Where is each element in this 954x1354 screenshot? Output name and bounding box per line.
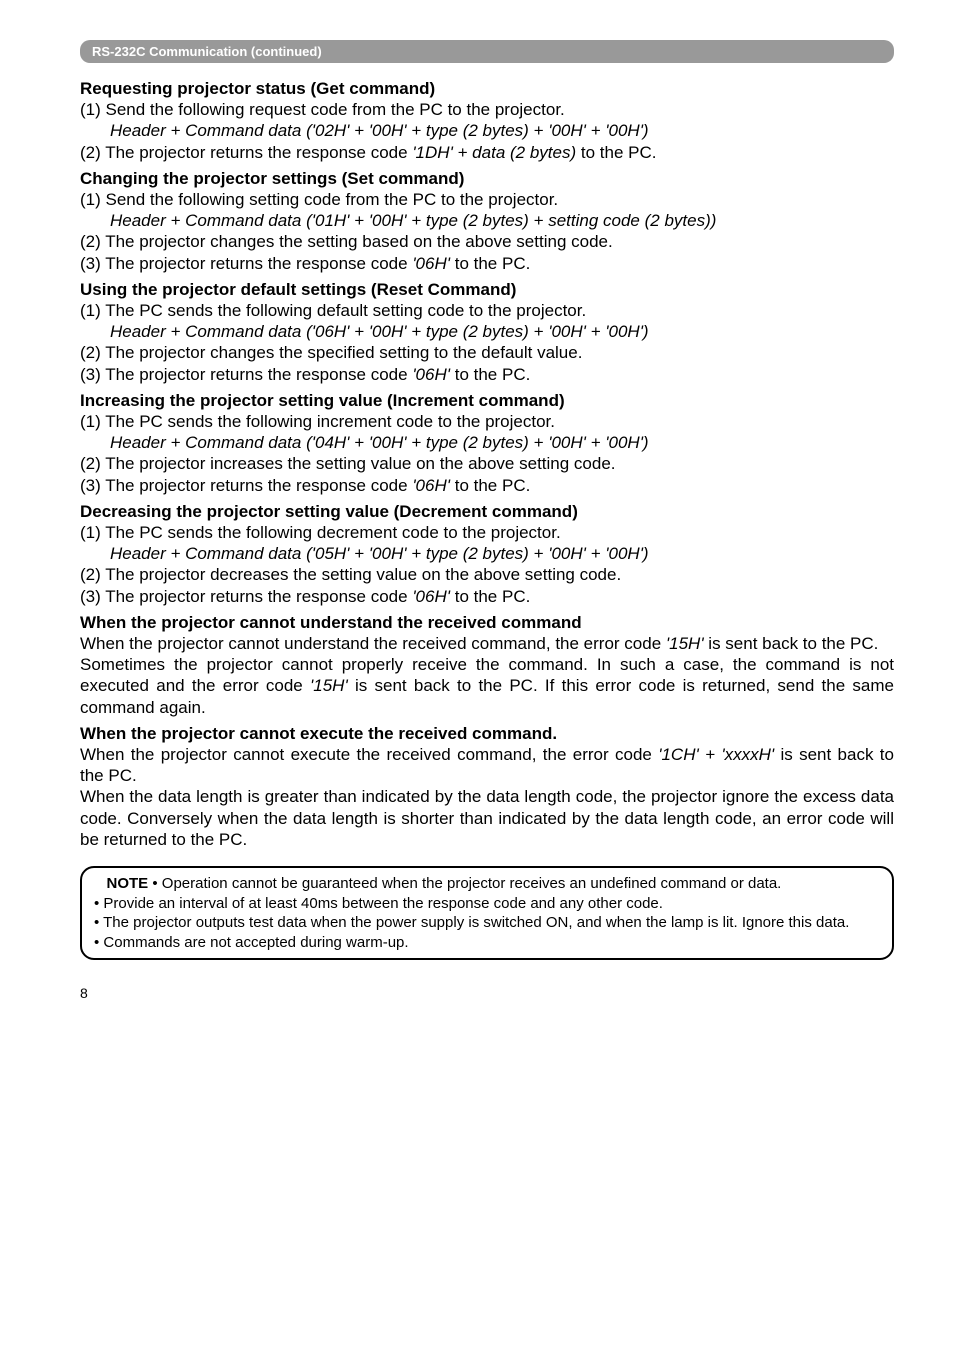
text-paragraph: Sometimes the projector cannot properly … [80, 654, 894, 718]
text-code-inline: '15H' [666, 634, 704, 653]
text-code-inline: '06H' [412, 476, 450, 495]
text-span: (2) The projector returns the response c… [80, 143, 412, 162]
heading-set: Changing the projector settings (Set com… [80, 169, 894, 189]
text-code-inline: '15H' [310, 676, 348, 695]
text-span: When the projector cannot execute the re… [80, 745, 658, 764]
text-paragraph: When the projector cannot execute the re… [80, 744, 894, 787]
text-span: (3) The projector returns the response c… [80, 365, 412, 384]
text-span: When the projector cannot understand the… [80, 634, 666, 653]
text-line: (2) The projector decreases the setting … [80, 564, 894, 585]
section-cannot-understand: When the projector cannot understand the… [80, 613, 894, 718]
text-code-inline: '1CH' + 'xxxxH' [658, 745, 774, 764]
heading-increment: Increasing the projector setting value (… [80, 391, 894, 411]
text-line: (3) The projector returns the response c… [80, 475, 894, 496]
text-line: (1) The PC sends the following decrement… [80, 522, 894, 543]
note-label: NOTE [107, 875, 149, 892]
text-line: (3) The projector returns the response c… [80, 364, 894, 385]
text-span: (3) The projector returns the response c… [80, 587, 412, 606]
heading-get: Requesting projector status (Get command… [80, 79, 894, 99]
note-box: NOTE • Operation cannot be guaranteed wh… [80, 866, 894, 960]
heading-reset: Using the projector default settings (Re… [80, 280, 894, 300]
text-line: (2) The projector increases the setting … [80, 453, 894, 474]
section-header: RS-232C Communication (continued) [80, 40, 894, 63]
text-line: (2) The projector changes the specified … [80, 342, 894, 363]
text-span: is sent back to the PC. [704, 634, 879, 653]
text-code: Header + Command data ('04H' + '00H' + t… [80, 432, 894, 453]
text-span: to the PC. [450, 587, 530, 606]
text-span: to the PC. [576, 143, 656, 162]
text-code-inline: '06H' [412, 254, 450, 273]
text-code: Header + Command data ('05H' + '00H' + t… [80, 543, 894, 564]
document-page: RS-232C Communication (continued) Reques… [0, 0, 954, 1031]
text-code: Header + Command data ('02H' + '00H' + t… [80, 120, 894, 141]
section-reset-command: Using the projector default settings (Re… [80, 280, 894, 385]
text-line: (3) The projector returns the response c… [80, 253, 894, 274]
text-span: (3) The projector returns the response c… [80, 254, 412, 273]
text-span: (3) The projector returns the response c… [80, 476, 412, 495]
text-paragraph: When the projector cannot understand the… [80, 633, 894, 654]
text-span: to the PC. [450, 254, 530, 273]
text-code-inline: '06H' [412, 365, 450, 384]
note-line: • Provide an interval of at least 40ms b… [94, 895, 663, 912]
text-code-inline: '1DH' + data (2 bytes) [412, 143, 576, 162]
text-line: (3) The projector returns the response c… [80, 586, 894, 607]
section-decrement-command: Decreasing the projector setting value (… [80, 502, 894, 607]
section-set-command: Changing the projector settings (Set com… [80, 169, 894, 274]
text-code-inline: '06H' [412, 587, 450, 606]
text-code: Header + Command data ('06H' + '00H' + t… [80, 321, 894, 342]
section-get-command: Requesting projector status (Get command… [80, 79, 894, 163]
text-line: (1) The PC sends the following increment… [80, 411, 894, 432]
page-number: 8 [80, 985, 894, 1001]
text-span: to the PC. [450, 476, 530, 495]
text-span: to the PC. [450, 365, 530, 384]
text-line: (2) The projector returns the response c… [80, 142, 894, 163]
text-line: (1) The PC sends the following default s… [80, 300, 894, 321]
section-increment-command: Increasing the projector setting value (… [80, 391, 894, 496]
text-paragraph: When the data length is greater than ind… [80, 786, 894, 850]
text-line: (1) Send the following request code from… [80, 99, 894, 120]
section-cannot-execute: When the projector cannot execute the re… [80, 724, 894, 850]
note-line: NOTE • Operation cannot be guaranteed wh… [94, 875, 781, 892]
text-code: Header + Command data ('01H' + '00H' + t… [80, 210, 894, 231]
heading-decrement: Decreasing the projector setting value (… [80, 502, 894, 522]
note-line: • The projector outputs test data when t… [94, 914, 849, 931]
note-text: • Operation cannot be guaranteed when th… [148, 875, 781, 892]
text-line: (1) Send the following setting code from… [80, 189, 894, 210]
heading-cannot-understand: When the projector cannot understand the… [80, 613, 894, 633]
note-line: • Commands are not accepted during warm-… [94, 934, 409, 951]
text-line: (2) The projector changes the setting ba… [80, 231, 894, 252]
heading-cannot-execute: When the projector cannot execute the re… [80, 724, 894, 744]
